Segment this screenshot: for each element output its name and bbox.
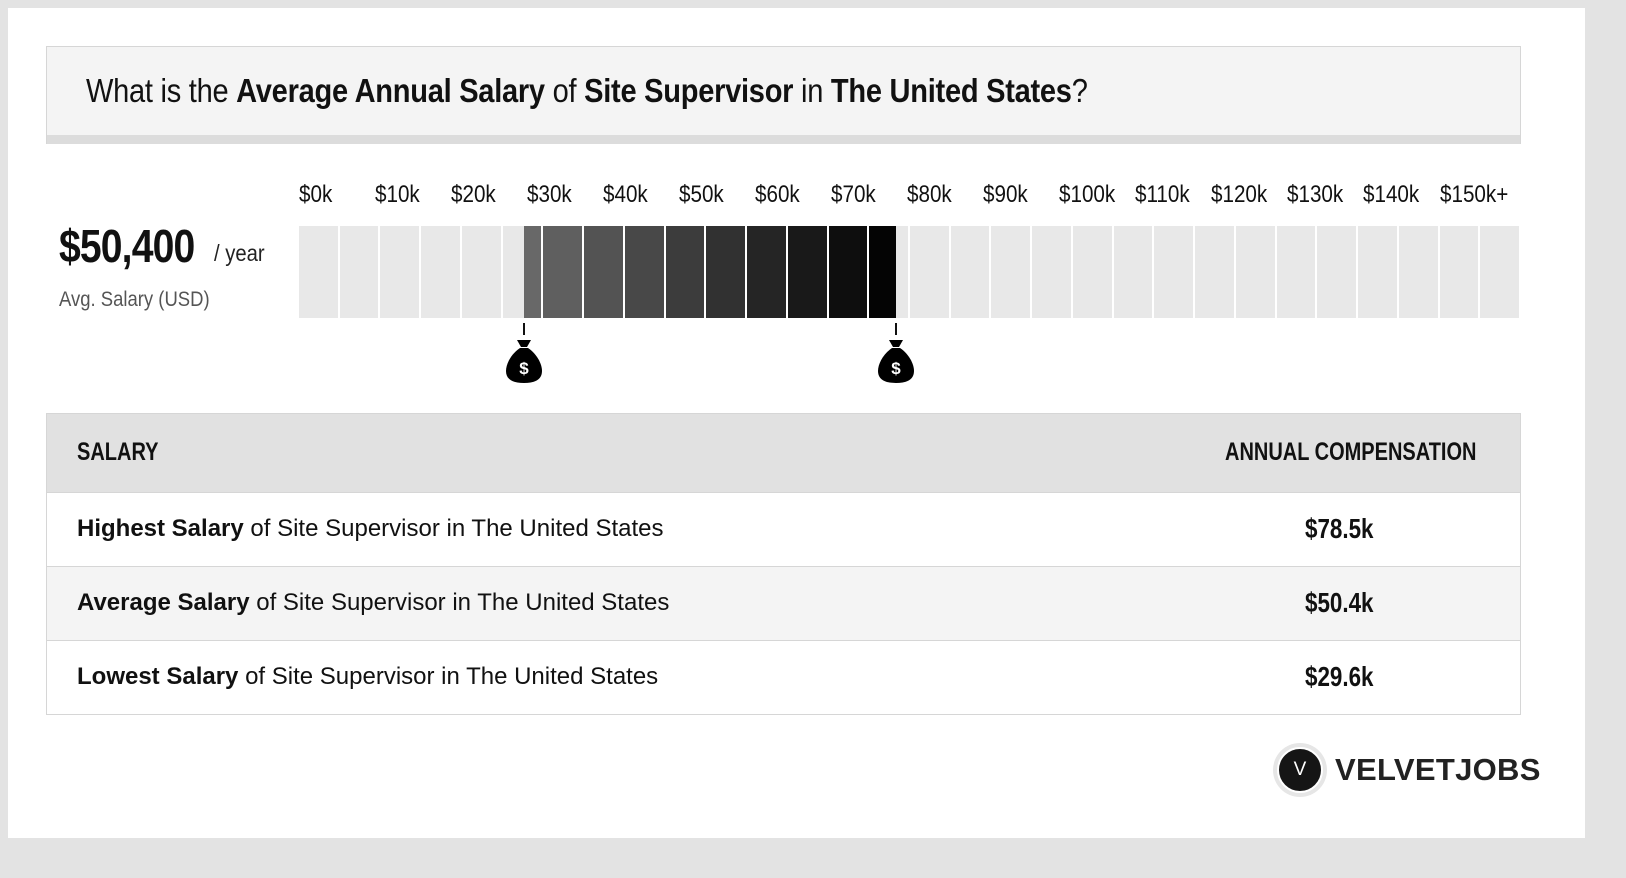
axis-tick-label: $40k [603, 181, 648, 208]
salary-range-bar [299, 226, 1521, 318]
range-cell [1154, 226, 1194, 318]
axis-tick-label: $70k [831, 181, 876, 208]
axis-tick-label: $150k+ [1439, 181, 1508, 208]
range-fill [828, 226, 868, 318]
range-cell [950, 226, 990, 318]
logo-badge: V [1273, 743, 1327, 797]
marker-tick [894, 323, 897, 335]
range-cell [1439, 226, 1479, 318]
range-cell [1398, 226, 1438, 318]
range-fill [524, 226, 542, 318]
axis-tick-label: $20k [451, 181, 496, 208]
headline-panel: What is the Average Annual Salary of Sit… [46, 46, 1521, 144]
range-cell [461, 226, 501, 318]
range-cell [1480, 226, 1519, 318]
money-bag-icon: $ [506, 340, 543, 383]
range-fill [584, 226, 623, 318]
range-fill [543, 226, 583, 318]
range-fill [624, 226, 664, 318]
axis-tick-label: $0k [299, 181, 333, 208]
average-salary-value: $50,400 [59, 220, 195, 272]
page-title: What is the Average Annual Salary of Sit… [86, 72, 1088, 109]
headline-divider [47, 135, 1520, 144]
axis-tick-label: $100k [1059, 181, 1116, 208]
range-cell [1358, 226, 1397, 318]
average-salary-caption: Avg. Salary (USD) [59, 288, 210, 311]
axis-tick-label: $30k [527, 181, 572, 208]
table-row: Lowest Salary of Site Supervisor in The … [47, 640, 1520, 714]
salary-table: SALARY ANNUAL COMPENSATION Highest Salar… [46, 413, 1521, 715]
table-row: Highest Salary of Site Supervisor in The… [47, 492, 1520, 566]
range-fill [747, 226, 786, 318]
money-bag-icon: $ [877, 340, 914, 383]
svg-text:$: $ [519, 359, 529, 378]
range-cell [1276, 226, 1316, 318]
range-cell [299, 226, 338, 318]
range-cell [1072, 226, 1112, 318]
row-value: $78.5k [1305, 513, 1374, 544]
table-row: Average Salary of Site Supervisor in The… [47, 566, 1520, 640]
range-cell [421, 226, 460, 318]
row-label: Lowest Salary of Site Supervisor in The … [77, 663, 659, 690]
svg-text:$: $ [891, 359, 901, 378]
axis-tick-label: $50k [679, 181, 724, 208]
range-cell [991, 226, 1031, 318]
average-salary-summary: $50,400 / year Avg. Salary (USD) [59, 218, 265, 311]
average-salary-unit: / year [214, 240, 265, 266]
row-value: $29.6k [1305, 661, 1374, 692]
range-cell [1195, 226, 1234, 318]
axis-tick-label: $80k [907, 181, 953, 208]
range-fill [706, 226, 746, 318]
row-value: $50.4k [1305, 587, 1374, 618]
logo-letter: V [1277, 747, 1323, 793]
axis-tick-label: $10k [375, 181, 420, 208]
axis-tick-label: $130k [1287, 181, 1344, 208]
axis-tick-label: $60k [755, 181, 800, 208]
range-cell [1235, 226, 1275, 318]
row-label: Average Salary of Site Supervisor in The… [77, 589, 670, 616]
range-cell [339, 226, 379, 318]
range-cell [380, 226, 420, 318]
compensation-column-header: ANNUAL COMPENSATION [1225, 438, 1477, 466]
range-fill [665, 226, 705, 318]
range-fill [869, 226, 896, 318]
range-fill [787, 226, 827, 318]
high-salary-marker: $ [876, 323, 916, 385]
axis-tick-label: $120k [1211, 181, 1268, 208]
axis-tick-label: $90k [983, 181, 1029, 208]
marker-tick [523, 323, 526, 335]
axis-tick-label: $110k [1135, 181, 1191, 208]
low-salary-marker: $ [504, 323, 544, 385]
range-cell [910, 226, 949, 318]
range-cell [1032, 226, 1071, 318]
range-cell [1317, 226, 1357, 318]
salary-column-header: SALARY [77, 438, 159, 466]
row-label: Highest Salary of Site Supervisor in The… [77, 515, 664, 542]
table-header: SALARY ANNUAL COMPENSATION [47, 414, 1520, 492]
axis-tick-label: $140k [1363, 181, 1420, 208]
logo-wordmark: VELVETJOBS [1335, 752, 1541, 787]
range-cell [1113, 226, 1153, 318]
